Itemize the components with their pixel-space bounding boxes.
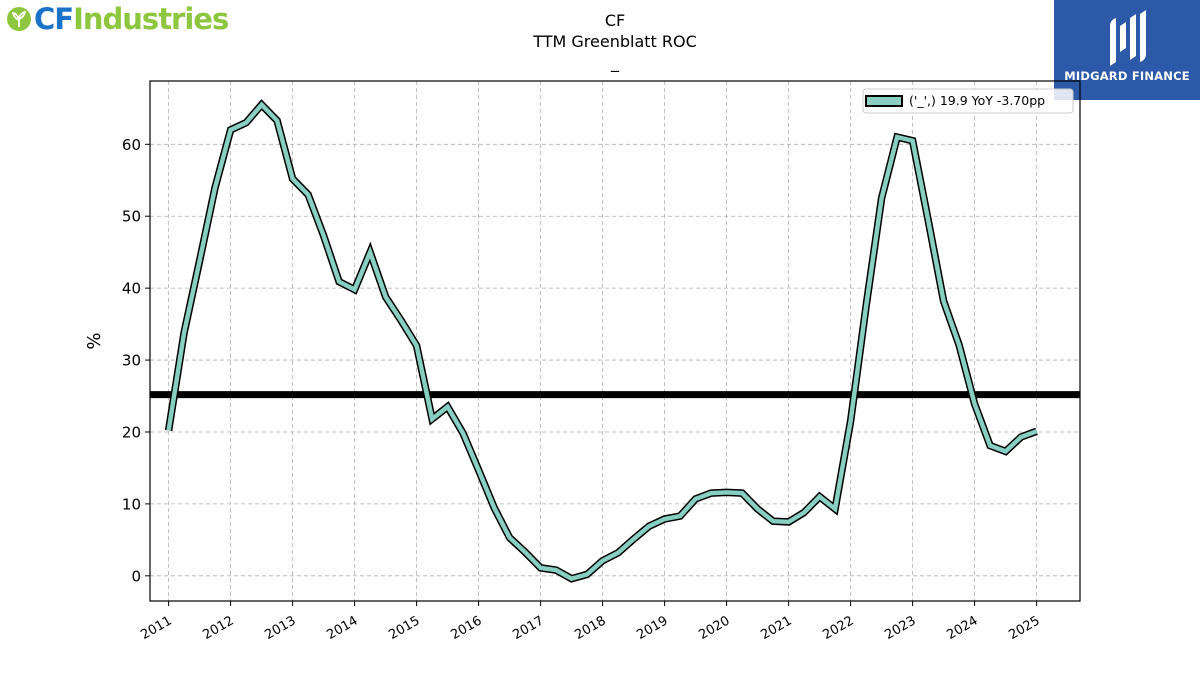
x-tick-label: 2018 [572,613,608,643]
chart-subtitle-2: _ [611,53,619,72]
x-tick-label: 2024 [944,613,980,643]
legend-label: ('_',) 19.9 YoY -3.70pp [909,93,1045,108]
midgard-finance-badge: MIDGARD FINANCE [1054,0,1200,100]
x-tick-label: 2016 [448,613,484,643]
legend-swatch [865,95,903,107]
y-tick-label: 40 [122,280,141,298]
x-tick-label: 2019 [634,613,670,643]
x-tick-label: 2023 [882,613,918,643]
leaf-icon [7,7,31,31]
y-tick-label: 60 [122,136,141,154]
series-line [166,101,1038,582]
x-tick-label: 2020 [696,613,732,643]
logo-text-cf: CF [34,2,74,36]
x-tick-label: 2013 [262,613,298,643]
plot-frame [149,80,1081,602]
badge-text: MIDGARD FINANCE [1064,69,1190,83]
y-tick-label: 30 [122,352,141,370]
y-axis-label: % [84,332,105,349]
legend-box [862,88,1074,114]
chart-title: CF [604,11,626,30]
y-tick-label: 0 [131,567,141,585]
y-tick-label: 20 [122,423,141,441]
y-tick-label: 10 [122,495,141,513]
chart-subtitle: TTM Greenblatt ROC [533,32,697,51]
y-tick-label: 50 [122,208,141,226]
x-tick-label: 2025 [1006,613,1042,643]
chart-title-block: CF TTM Greenblatt ROC _ [465,10,765,73]
x-tick-label: 2012 [200,613,236,643]
x-tick-label: 2011 [138,613,174,643]
company-logo: CF Industries [6,2,229,36]
x-tick-label: 2014 [324,613,360,643]
midgard-logo-icon [1110,10,1146,66]
x-tick-label: 2015 [386,613,422,643]
x-tick-label: 2022 [820,613,856,643]
x-tick-label: 2017 [510,613,546,643]
logo-text-industries: Industries [73,2,229,36]
x-tick-label: 2021 [758,613,794,643]
